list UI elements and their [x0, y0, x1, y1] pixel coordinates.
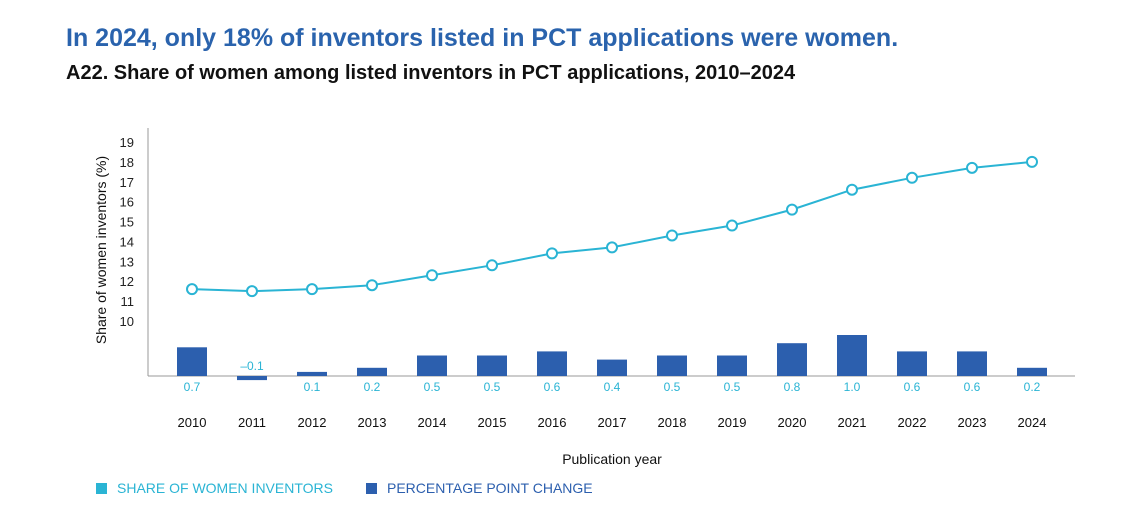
x-axis-label: Publication year	[562, 451, 662, 467]
bar	[957, 351, 987, 376]
line-point	[606, 241, 618, 254]
line-point	[486, 259, 498, 272]
legend-swatch-change	[366, 482, 377, 494]
y-tick-label: 13	[120, 254, 134, 269]
bar	[597, 359, 627, 376]
bar-value-label: 0.6	[904, 380, 921, 394]
bar-value-label: 0.5	[424, 380, 441, 394]
bar	[477, 355, 507, 376]
line-point	[906, 171, 918, 184]
bar-value-label: 0.5	[664, 380, 681, 394]
bar	[537, 351, 567, 376]
legend-item-change: PERCENTAGE POINT CHANGE	[366, 480, 593, 496]
line-point	[846, 183, 858, 196]
x-tick-label: 2023	[958, 415, 987, 430]
y-tick-label: 12	[120, 274, 134, 289]
chart-title: A22. Share of women among listed invento…	[66, 62, 796, 84]
bar-value-label: 0.8	[784, 380, 801, 394]
legend-label-share: SHARE OF WOMEN INVENTORS	[117, 480, 333, 496]
bar-value-label: 0.2	[364, 380, 381, 394]
x-tick-label: 2011	[238, 415, 266, 430]
line-series-share	[191, 160, 1033, 293]
x-tick-label: 2021	[838, 415, 867, 430]
bar-value-label: 0.7	[184, 380, 201, 394]
x-tick-label: 2018	[658, 415, 687, 430]
y-tick-label: 17	[120, 175, 134, 190]
legend-swatch-share	[96, 482, 107, 494]
line-point	[426, 269, 438, 282]
bar	[777, 343, 807, 376]
bar-value-label: 0.2	[1024, 380, 1041, 394]
line-point	[726, 219, 738, 232]
x-tick-label: 2010	[178, 415, 207, 430]
line-point	[786, 203, 798, 216]
line-point	[1026, 155, 1038, 168]
x-tick-label: 2013	[358, 415, 387, 430]
y-tick-label: 10	[120, 314, 134, 329]
bar-value-label: 1.0	[844, 380, 861, 394]
legend-label-change: PERCENTAGE POINT CHANGE	[387, 480, 593, 496]
x-tick-label: 2015	[478, 415, 507, 430]
bar	[357, 367, 387, 376]
y-tick-label: 11	[121, 294, 135, 309]
bar-value-label: 0.4	[604, 380, 621, 394]
x-tick-label: 2012	[298, 415, 327, 430]
x-tick-label: 2014	[418, 415, 447, 430]
line-point	[246, 285, 258, 298]
y-tick-label: 18	[120, 155, 134, 170]
x-tick-label: 2024	[1018, 415, 1047, 430]
x-tick-label: 2017	[598, 415, 627, 430]
x-tick-label: 2016	[538, 415, 567, 430]
bar-value-label: 0.5	[484, 380, 501, 394]
line-point	[546, 247, 558, 260]
y-axis-label: Share of women inventors (%)	[93, 156, 109, 344]
bar-value-label: –0.1	[240, 359, 264, 373]
bar	[717, 355, 747, 376]
y-tick-label: 19	[120, 135, 134, 150]
line-point	[186, 283, 198, 296]
line-point	[966, 161, 978, 174]
bar	[297, 371, 327, 376]
headline: In 2024, only 18% of inventors listed in…	[66, 24, 899, 52]
x-tick-label: 2022	[898, 415, 927, 430]
x-tick-label: 2020	[778, 415, 807, 430]
x-tick-label: 2019	[718, 415, 747, 430]
bar	[417, 355, 447, 376]
line-point	[306, 283, 318, 296]
bar	[897, 351, 927, 376]
bar-value-label: 0.5	[724, 380, 741, 394]
legend-item-share: SHARE OF WOMEN INVENTORS	[96, 480, 333, 496]
bar-value-label: 0.6	[544, 380, 561, 394]
bar-value-label: 0.6	[964, 380, 981, 394]
line-point	[366, 279, 378, 292]
bar	[177, 347, 207, 376]
y-tick-label: 16	[120, 195, 134, 210]
bar	[1017, 367, 1047, 376]
line-point	[666, 229, 678, 242]
y-tick-label: 14	[120, 234, 134, 249]
bar	[837, 335, 867, 376]
bar-value-label: 0.1	[304, 380, 321, 394]
bar	[237, 376, 267, 381]
y-tick-label: 15	[120, 215, 134, 230]
bar	[657, 355, 687, 376]
